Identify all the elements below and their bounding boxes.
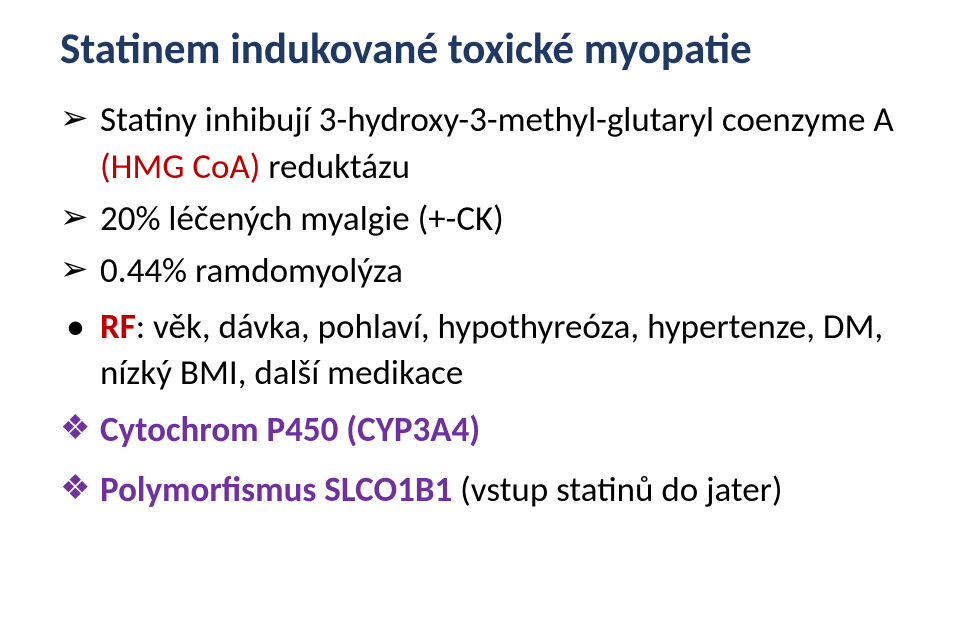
bullet-text-rest: : věk, dávka, pohlaví, hypothyreóza, hyp… [100, 306, 883, 394]
bullet-text-pre: 20% léčených myalgie (+-CK) [100, 198, 504, 240]
diamond-bullet-item: Cytochrom P450 (CYP3A4) [60, 407, 919, 453]
slide-title: Statinem indukované toxické myopatie [60, 24, 919, 73]
diamond-bullet-item: Polymorfismus SLCO1B1 (vstup statinů do … [60, 467, 919, 513]
bullet-text-pre: Statiny inhibují 3-hydroxy-3-methyl-glut… [100, 99, 894, 141]
dot-bullet-list: RF: věk, dávka, pohlaví, hypothyreóza, h… [60, 304, 919, 396]
bullet-text-post: reduktázu [260, 146, 410, 188]
arrow-bullet-item: 20% léčených myalgie (+-CK) [60, 196, 919, 242]
bullet-label-red: RF [100, 306, 136, 348]
arrow-bullet-item: 0.44% ramdomyolýza [60, 248, 919, 294]
bullet-label-purple: Cytochrom P450 (CYP3A4) [100, 409, 480, 451]
arrow-bullet-list: Statiny inhibují 3-hydroxy-3-methyl-glut… [60, 97, 919, 294]
bullet-text-pre: 0.44% ramdomyolýza [100, 250, 403, 292]
bullet-text-red: (HMG CoA) [100, 146, 260, 188]
dot-bullet-item: RF: věk, dávka, pohlaví, hypothyreóza, h… [60, 304, 919, 396]
bullet-text-rest: (vstup statinů do jater) [460, 469, 782, 511]
arrow-bullet-item: Statiny inhibují 3-hydroxy-3-methyl-glut… [60, 97, 919, 189]
diamond-bullet-list: Cytochrom P450 (CYP3A4) Polymorfismus SL… [60, 407, 919, 513]
bullet-label-purple: Polymorfismus SLCO1B1 [100, 469, 460, 511]
slide: Statinem indukované toxické myopatie Sta… [0, 0, 959, 626]
